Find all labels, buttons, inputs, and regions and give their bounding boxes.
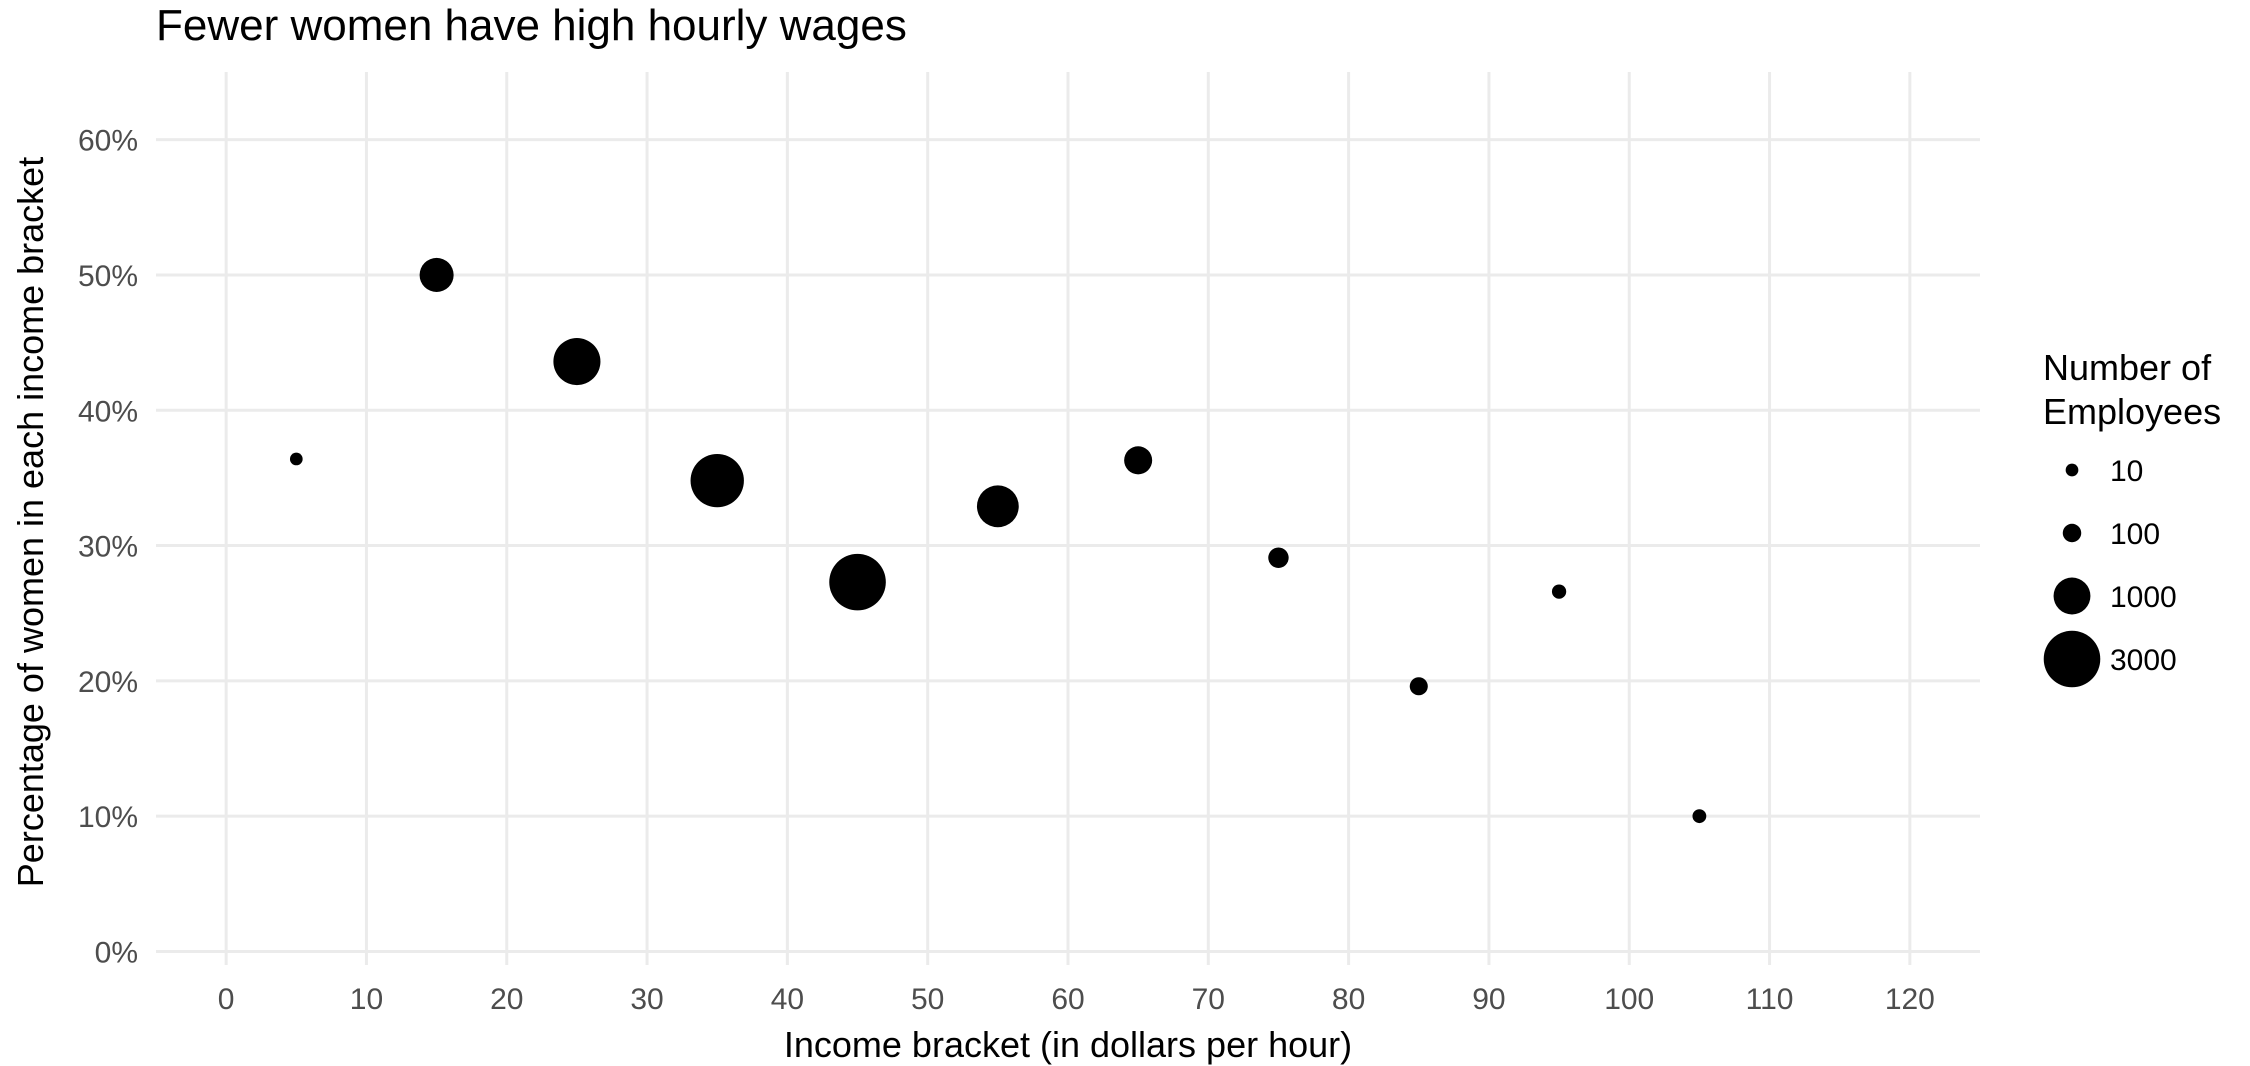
x-tick-label: 100	[1604, 983, 1654, 1016]
legend-key-label: 3000	[2110, 644, 2177, 677]
data-point	[1409, 677, 1428, 696]
data-point	[690, 453, 744, 508]
legend-key-circle	[2053, 577, 2091, 615]
x-tick-label: 80	[1332, 983, 1365, 1016]
x-tick-label: 110	[1746, 983, 1794, 1016]
data-point	[289, 452, 303, 466]
legend-key-label: 10	[2110, 455, 2143, 488]
data-point	[1268, 547, 1289, 568]
x-axis-ticks: 0 10 20 30 40 50 60 70 80 90 100 110 120	[218, 983, 1935, 1016]
data-point	[1551, 584, 1567, 599]
y-tick-label: 30%	[78, 531, 138, 564]
y-tick-label: 20%	[78, 666, 138, 699]
legend-key-circle	[2062, 523, 2082, 543]
legend-title-line-1: Number of	[2043, 347, 2212, 388]
data-points	[289, 257, 1707, 824]
x-tick-label: 70	[1192, 983, 1225, 1016]
x-tick-label: 10	[350, 983, 383, 1016]
y-axis-label: Percentage of women in each income brack…	[10, 157, 51, 887]
x-tick-label: 30	[630, 983, 663, 1016]
data-point	[829, 553, 886, 611]
x-tick-label: 120	[1885, 983, 1935, 1016]
y-tick-label: 40%	[78, 395, 138, 428]
y-tick-label: 50%	[78, 260, 138, 293]
data-point	[1692, 809, 1707, 824]
legend-key-label: 1000	[2110, 581, 2177, 614]
y-tick-label: 10%	[78, 801, 138, 834]
y-axis-ticks: 0% 10% 20% 30% 40% 50% 60%	[78, 125, 138, 970]
x-tick-label: 20	[490, 983, 523, 1016]
grid-lines	[156, 72, 1980, 965]
x-tick-label: 50	[911, 983, 944, 1016]
x-tick-label: 60	[1051, 983, 1084, 1016]
x-axis-label: Income bracket (in dollars per hour)	[784, 1024, 1352, 1065]
data-point	[976, 485, 1019, 528]
data-point	[553, 338, 601, 386]
legend-title-line-2: Employees	[2043, 391, 2221, 432]
x-tick-label: 90	[1472, 983, 1505, 1016]
legend-entries: 10 100 1000 3000	[2043, 455, 2177, 688]
data-point	[419, 257, 454, 292]
y-tick-label: 0%	[95, 936, 138, 969]
chart-title: Fewer women have high hourly wages	[156, 1, 907, 50]
x-tick-label: 0	[218, 983, 235, 1016]
legend-key-label: 100	[2110, 518, 2160, 551]
legend-key-circle	[2043, 630, 2101, 688]
data-point	[1124, 446, 1153, 475]
x-tick-label: 40	[771, 983, 804, 1016]
legend-key-circle	[2065, 463, 2079, 477]
y-tick-label: 60%	[78, 125, 138, 158]
size-legend: Number of Employees 10 100 1000 3000	[2043, 347, 2221, 688]
